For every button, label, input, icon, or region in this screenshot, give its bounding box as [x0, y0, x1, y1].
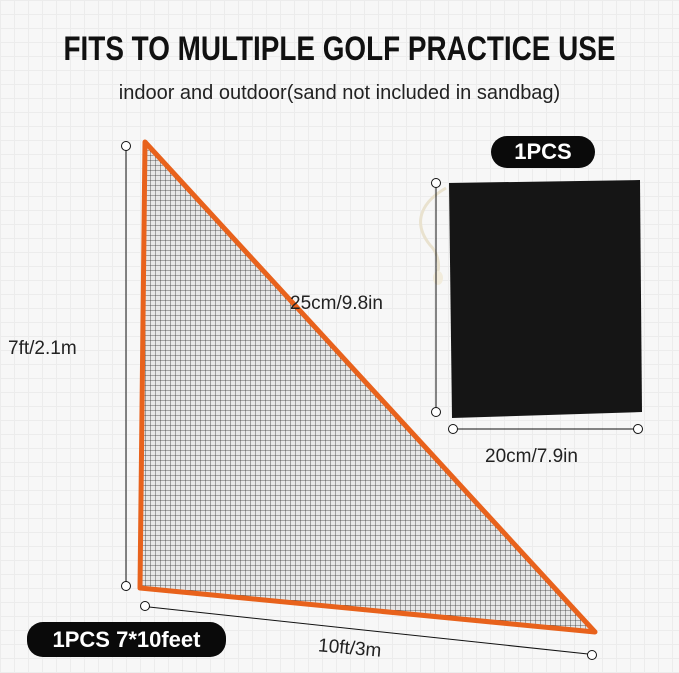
subheadline: indoor and outdoor(sand not included in …: [118, 82, 561, 104]
sandbag-width-label: 20cm/7.9in: [485, 446, 578, 467]
net-height-label: 7ft/2.1m: [8, 338, 77, 359]
sandbag-height-label: 25cm/9.8in: [290, 293, 383, 314]
sandbag-quantity-badge: 1PCS: [491, 136, 595, 168]
net-dimension-lines: [121, 141, 597, 660]
sandbag: [419, 180, 642, 418]
headline: FITS TO MULTIPLE GOLF PRACTICE USE: [63, 30, 616, 68]
golf-net: [137, 139, 598, 635]
net-quantity-badge: 1PCS 7*10feet: [27, 622, 226, 657]
sandbag-dimension-lines: [431, 178, 643, 434]
